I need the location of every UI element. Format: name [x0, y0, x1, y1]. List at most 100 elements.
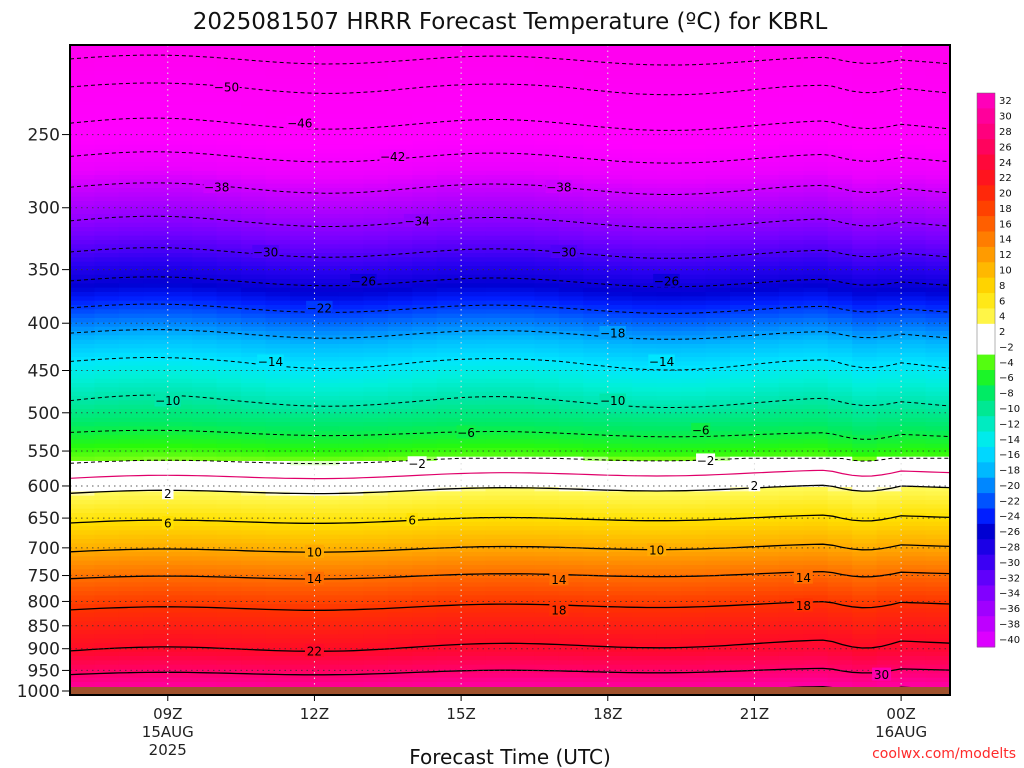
- y-tick-label-950: 950: [28, 661, 60, 681]
- contour-label-bg-4: [545, 180, 573, 194]
- contour-label-bg-31: [304, 643, 324, 657]
- y-tick-label-700: 700: [28, 539, 60, 559]
- colorbar-label-24: −18: [999, 466, 1020, 477]
- grid-lines: [70, 45, 950, 695]
- contour-label-bg-28: [793, 570, 813, 584]
- contour-label-bg-27: [549, 572, 569, 586]
- isotherm-contours: [70, 54, 950, 695]
- colorbar-label-6: 20: [999, 189, 1012, 200]
- colorbar-swatch-11: [977, 262, 995, 279]
- isotherm-22: [70, 639, 950, 652]
- contour-label-bg-13: [648, 354, 675, 368]
- colorbar-label-18: −6: [999, 373, 1014, 384]
- colorbar-swatch-4: [977, 154, 995, 171]
- contour-label-15: −10: [600, 394, 625, 408]
- credit-text: coolwx.com/modelts: [872, 746, 1016, 762]
- colorbar-label-4: 24: [999, 158, 1012, 169]
- colorbar-swatch-9: [977, 231, 995, 248]
- colorbar-swatch-35: [977, 631, 995, 648]
- contour-label-21: 2: [751, 479, 759, 493]
- colorbar-swatch-23: [977, 446, 995, 463]
- contour-label-bg-0: [213, 79, 240, 93]
- colorbar-label-2: 28: [999, 127, 1012, 138]
- contour-label-bg-22: [162, 516, 174, 530]
- x-tick-label-21Z: 21Z: [740, 705, 769, 723]
- colorbar-swatch-21: [977, 416, 995, 433]
- contour-label-bg-16: [456, 425, 476, 439]
- colorbar-swatch-14: [977, 308, 995, 325]
- contour-label-bg-25: [647, 543, 667, 557]
- contour-label-11: −18: [600, 327, 625, 341]
- colorbar-label-25: −20: [999, 481, 1020, 492]
- colorbar-swatch-28: [977, 523, 995, 540]
- y-tick-label-350: 350: [28, 261, 60, 281]
- contour-label-bg-29: [549, 602, 569, 616]
- contour-label-3: −38: [204, 181, 229, 195]
- colorbar-swatch-22: [977, 431, 995, 448]
- colorbar-swatch-20: [977, 400, 995, 417]
- y-tick-label-600: 600: [28, 477, 60, 497]
- contour-label-7: −30: [551, 246, 576, 260]
- colorbar-label-28: −26: [999, 527, 1020, 538]
- colorbar-label-10: 12: [999, 250, 1012, 261]
- pressure-axis: 250 300 350 400 450 500 550 600 650 700 750 800 850 9…: [17, 126, 70, 702]
- colorbar-label-31: −32: [999, 573, 1020, 584]
- colorbar-label-0: 32: [999, 96, 1012, 107]
- colorbar-swatch-7: [977, 200, 995, 217]
- x-tick-year-09Z: 2025: [149, 741, 187, 759]
- contour-label-12: −14: [258, 355, 283, 369]
- colorbar-swatch-19: [977, 385, 995, 402]
- chart-title: 2025081507 HRRR Forecast Temperature (ºC…: [193, 9, 828, 35]
- x-tick-label-00Z: 00Z: [886, 705, 915, 723]
- x-tick-date-00Z: 16AUG: [875, 723, 927, 741]
- contour-label-20: 2: [164, 487, 172, 501]
- y-tick-label-450: 450: [28, 361, 60, 381]
- isotherm-10: [70, 543, 950, 553]
- contour-label-bg-19: [696, 453, 716, 467]
- y-tick-label-900: 900: [28, 640, 60, 660]
- contour-label-bg-11: [599, 326, 626, 340]
- colorbar-label-5: 22: [999, 173, 1012, 184]
- contour-label-bg-24: [304, 544, 324, 558]
- colorbar-swatch-13: [977, 293, 995, 309]
- x-tick-label-18Z: 18Z: [593, 705, 622, 723]
- contour-label-32: 30: [874, 668, 889, 682]
- contour-label-26: 14: [307, 572, 322, 586]
- contour-label-bg-20: [162, 486, 174, 500]
- y-tick-label-650: 650: [28, 509, 60, 529]
- contour-label-bg-5: [403, 213, 431, 227]
- colorbar-swatch-1: [977, 108, 995, 125]
- y-tick-label-1000: 1000: [17, 682, 60, 702]
- contour-label-bg-6: [252, 245, 279, 259]
- colorbar-label-8: 16: [999, 219, 1012, 230]
- contour-label-14: −10: [155, 394, 180, 408]
- y-tick-label-750: 750: [28, 567, 60, 587]
- contour-label-18: −2: [408, 457, 426, 471]
- contour-label-30: 18: [796, 599, 811, 613]
- colorbar-label-22: −14: [999, 435, 1020, 446]
- contour-label-8: −26: [351, 274, 376, 288]
- colorbar-swatch-18: [977, 370, 995, 386]
- ground-surface: [70, 686, 950, 695]
- contour-label-6: −30: [253, 246, 278, 260]
- contour-label-bg-10: [306, 300, 333, 314]
- contour-label-24: 10: [307, 545, 322, 559]
- colorbar-label-14: 4: [999, 312, 1005, 323]
- colorbar-swatch-16: [977, 339, 995, 356]
- contour-label-0: −50: [214, 80, 239, 94]
- colorbar-label-16: −2: [999, 342, 1014, 353]
- colorbar-swatch-5: [977, 169, 995, 186]
- colorbar-swatch-0: [977, 93, 995, 109]
- y-tick-label-550: 550: [28, 442, 60, 462]
- contour-label-bg-32: [872, 667, 892, 681]
- isotherm-2: [70, 484, 950, 495]
- colorbar-label-32: −34: [999, 589, 1020, 600]
- contour-label-bg-17: [691, 423, 711, 437]
- y-tick-label-250: 250: [28, 126, 60, 146]
- colorbar-swatch-29: [977, 539, 995, 556]
- contour-label-bg-23: [406, 512, 418, 526]
- contour-label-bg-21: [748, 478, 761, 492]
- colorbar-swatch-15: [977, 323, 995, 340]
